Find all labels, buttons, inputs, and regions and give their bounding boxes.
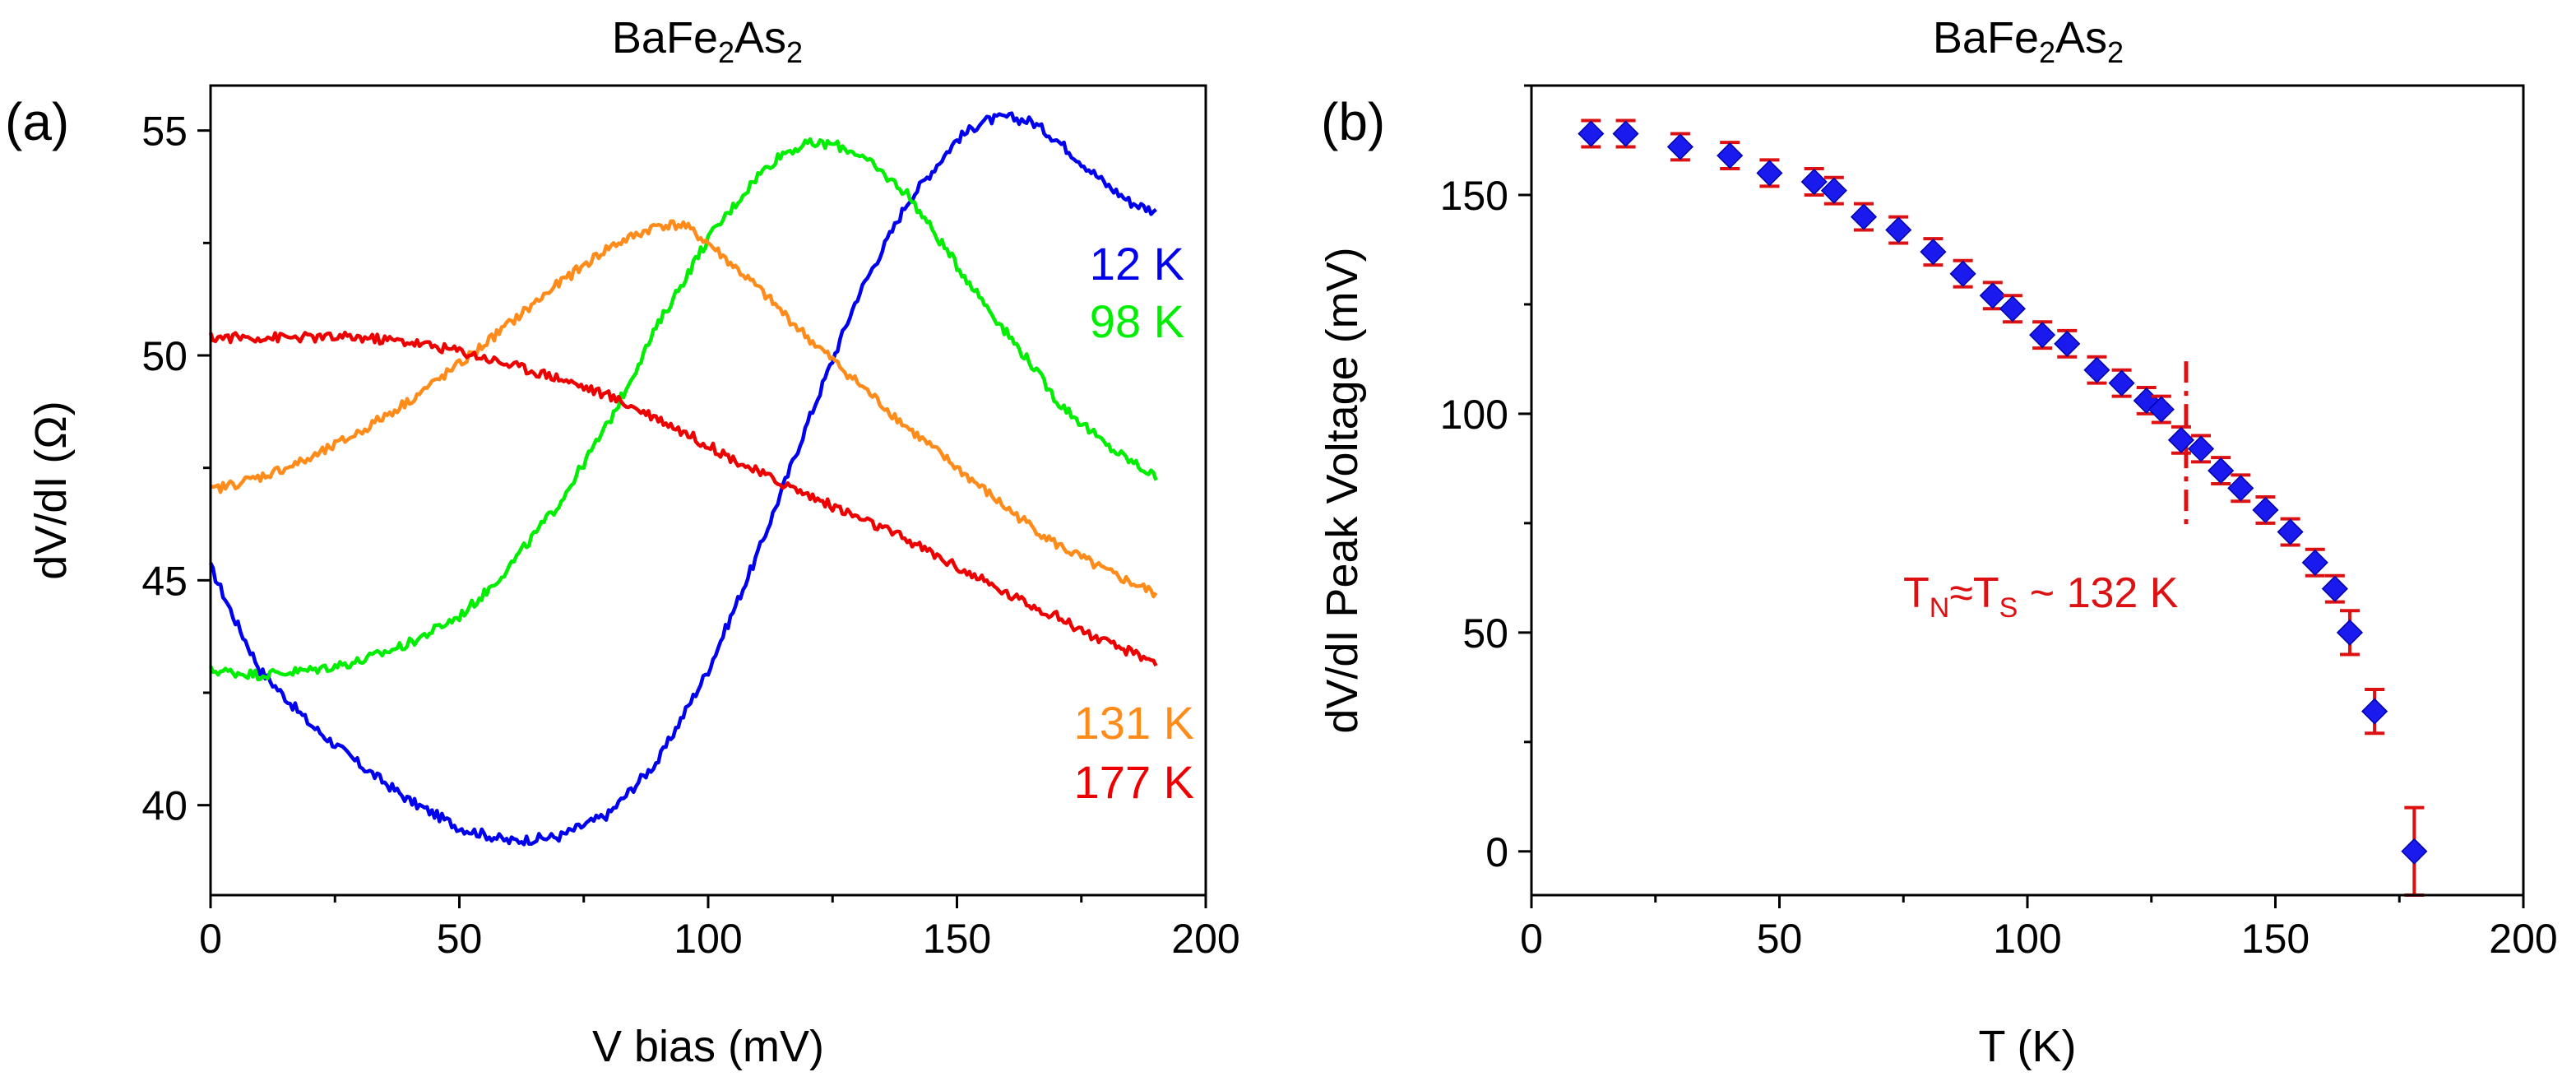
panel-a-title: BaFe2As2	[612, 13, 803, 69]
panel-a-x-axis-label: V bias (mV)	[592, 1022, 824, 1071]
x-tick-label: 50	[1757, 916, 1803, 962]
panel-a-y-ticks: 40 45 50 55	[141, 109, 211, 829]
y-tick-label: 40	[141, 783, 188, 829]
data-point	[1612, 120, 1639, 147]
y-tick-label: 55	[141, 109, 188, 155]
panel-a-plot-frame	[209, 84, 1207, 897]
panel-b-y-axis-label: dV/dI Peak Voltage (mV)	[1318, 247, 1367, 733]
data-point	[2083, 356, 2110, 383]
x-tick-label: 0	[199, 916, 222, 962]
data-point	[1820, 177, 1847, 204]
data-point	[2187, 435, 2215, 462]
x-tick-label: 150	[2241, 916, 2310, 962]
y-tick-label: 45	[141, 558, 188, 604]
data-point	[1979, 282, 2006, 309]
data-point	[2361, 698, 2388, 725]
legend-12k: 12 K	[1090, 238, 1184, 290]
data-point	[1850, 203, 1878, 230]
panel-b-label: (b)	[1321, 92, 1385, 151]
panel-b-y-ticks: 0 50 100 150	[1440, 84, 1531, 875]
legend-177k: 177 K	[1074, 756, 1194, 808]
panel-b-annotation: TN≈TS ~ 132 K	[1903, 361, 2189, 624]
x-tick-label: 100	[1993, 916, 2061, 962]
series-line-12k	[208, 111, 1157, 847]
series-line-177k	[208, 330, 1158, 667]
data-point	[1578, 120, 1605, 147]
x-tick-label: 50	[437, 916, 483, 962]
panel-b-plot-frame	[1530, 84, 2525, 897]
x-tick-label: 100	[674, 916, 742, 962]
data-point	[1949, 260, 1976, 287]
data-point	[1717, 142, 1744, 169]
x-tick-label: 0	[1520, 916, 1543, 962]
data-point	[2227, 475, 2254, 502]
panel-b-x-axis-label: T (K)	[1979, 1022, 2077, 1071]
x-tick-label: 200	[1171, 916, 1239, 962]
series-line-131k	[210, 219, 1158, 599]
data-point	[2336, 619, 2364, 646]
data-point	[1920, 239, 1947, 266]
y-tick-label: 50	[1462, 610, 1508, 657]
panel-a-label: (a)	[5, 92, 69, 151]
legend-98k: 98 K	[1090, 295, 1184, 347]
data-point	[2029, 322, 2056, 349]
legend-131k: 131 K	[1074, 697, 1194, 749]
y-tick-label: 50	[141, 333, 188, 379]
panel-a-series-group	[208, 111, 1158, 847]
data-point	[2321, 575, 2348, 602]
data-point	[2401, 838, 2428, 865]
data-point	[2301, 549, 2328, 576]
data-point	[2252, 496, 2279, 523]
panel-a-y-axis-label: dV/dI (Ω)	[26, 401, 76, 579]
data-point	[2277, 518, 2304, 545]
data-point	[2108, 369, 2135, 397]
panel-a-x-ticks: 0 50 100 150 200	[199, 895, 1240, 962]
panel-a: (a) BaFe2As2 0 50 100 150 200 40 45 50 55 V bia…	[5, 13, 1240, 1071]
y-tick-label: 0	[1485, 829, 1508, 875]
tn-ts-label: TN≈TS ~ 132 K	[1903, 569, 2179, 624]
x-tick-label: 150	[923, 916, 991, 962]
data-point	[1885, 216, 1912, 244]
y-tick-label: 150	[1440, 173, 1508, 219]
data-point	[1999, 295, 2026, 323]
panel-b: (b) BaFe2As2 TN≈TS ~ 132 K 0 50 100 150 200 …	[1318, 13, 2558, 1071]
data-point	[2208, 457, 2235, 485]
y-tick-label: 100	[1440, 392, 1508, 438]
panel-b-x-ticks: 0 50 100 150 200	[1520, 895, 2558, 962]
data-point	[2147, 396, 2175, 423]
panel-b-points-group	[1578, 118, 2428, 897]
data-point	[1800, 168, 1828, 196]
x-tick-label: 200	[2489, 916, 2557, 962]
panel-a-legend: 12 K 98 K 131 K 177 K	[1074, 238, 1194, 808]
data-point	[2054, 330, 2081, 357]
data-point	[1666, 133, 1693, 160]
data-point	[1756, 160, 1783, 187]
data-point	[2167, 426, 2194, 453]
panel-b-title: BaFe2As2	[1933, 13, 2124, 69]
series-line-98k	[208, 137, 1158, 682]
